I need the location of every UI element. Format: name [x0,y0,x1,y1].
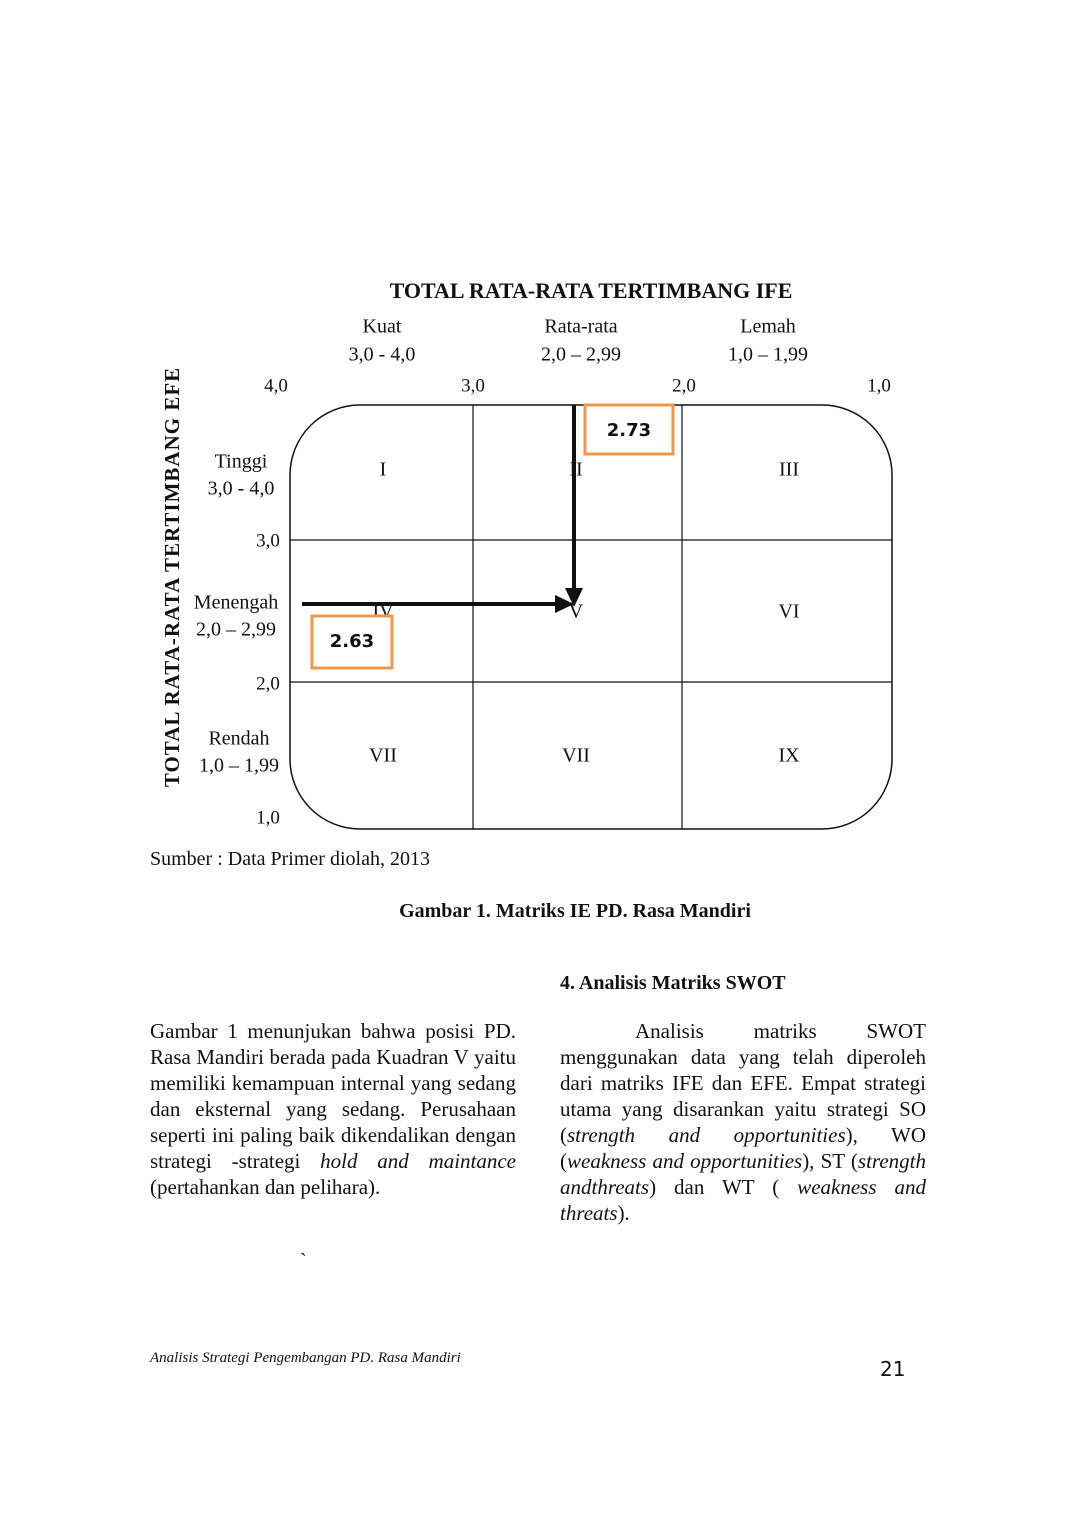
text-run: Gambar 1 menunjukan bahwa posisi PD. Ras… [150,1019,516,1173]
row-range: 2,0 – 2,99 [196,619,276,641]
text-run: ). [617,1201,630,1225]
arrow-head [555,595,574,613]
quadrant-label: V [569,601,584,623]
y-tick-label: 1,0 [256,807,280,828]
column-range: 2,0 – 2,99 [541,344,621,366]
quadrant-label: VII [562,745,590,767]
x-tick-label: 1,0 [867,375,891,396]
ie-matrix: TOTAL RATA-RATA TERTIMBANG IFE TOTAL RAT… [160,278,893,830]
quadrant-label: VI [778,601,799,623]
y-tick-label: 3,0 [256,530,280,551]
y-tick-label: 2,0 [256,673,280,694]
y-axis-title: TOTAL RATA-RATA TERTIMBANG EFE [160,367,184,787]
text-run: Analisis matriks SWOT menggunakan data y… [560,1019,926,1147]
quadrant-label: I [380,459,387,481]
efe-score: 2.63 [330,631,374,652]
paragraph: Analisis matriks SWOT menggunakan data y… [560,1018,926,1226]
text-run: strength and opportunities [567,1123,846,1147]
x-tick-label: 4,0 [264,375,288,396]
row-header: Rendah [208,728,269,750]
x-tick-label: 2,0 [672,375,696,396]
quadrant-label: VII [369,745,397,767]
text-run: (pertahankan dan pelihara). [150,1175,381,1199]
text-run: ), ST ( [802,1149,858,1173]
score-box [310,614,394,670]
row-header: Tinggi [215,451,268,473]
column-range: 3,0 - 4,0 [349,344,416,366]
column-header: Kuat [363,316,402,338]
running-title: Analisis Strategi Pengembangan PD. Rasa … [150,1350,461,1366]
column-header: Rata-rata [544,316,617,338]
figure-caption: Gambar 1. Matriks IE PD. Rasa Mandiri [399,900,751,922]
row-range: 3,0 - 4,0 [208,478,275,500]
section-heading: 4. Analisis Matriks SWOT [560,972,786,994]
quadrant-label: III [779,459,799,481]
column-range: 1,0 – 1,99 [728,344,808,366]
figure-title: TOTAL RATA-RATA TERTIMBANG IFE [390,278,793,303]
page-number: 21 [880,1357,906,1381]
arrow-head [565,588,583,607]
row-header: Menengah [194,592,278,614]
column-header: Lemah [740,316,796,338]
text-run: strength andthreats [560,1149,926,1199]
text-run: ) dan WT ( [649,1175,798,1199]
paragraph: Gambar 1 menunjukan bahwa posisi PD. Ras… [150,1018,516,1200]
text-run: hold and maintance [320,1149,516,1173]
text-run: weakness and opportunities [567,1149,803,1173]
stray-mark: ` [300,1250,307,1272]
row-range: 1,0 – 1,99 [199,755,279,777]
text-run: ), WO ( [560,1123,927,1173]
quadrant-label: IX [778,745,800,767]
x-tick-label: 3,0 [461,375,485,396]
score-box [583,403,675,456]
ife-score: 2.73 [607,420,651,441]
figure-source: Sumber : Data Primer diolah, 2013 [150,848,430,870]
text-run: weakness and threats [560,1175,926,1225]
